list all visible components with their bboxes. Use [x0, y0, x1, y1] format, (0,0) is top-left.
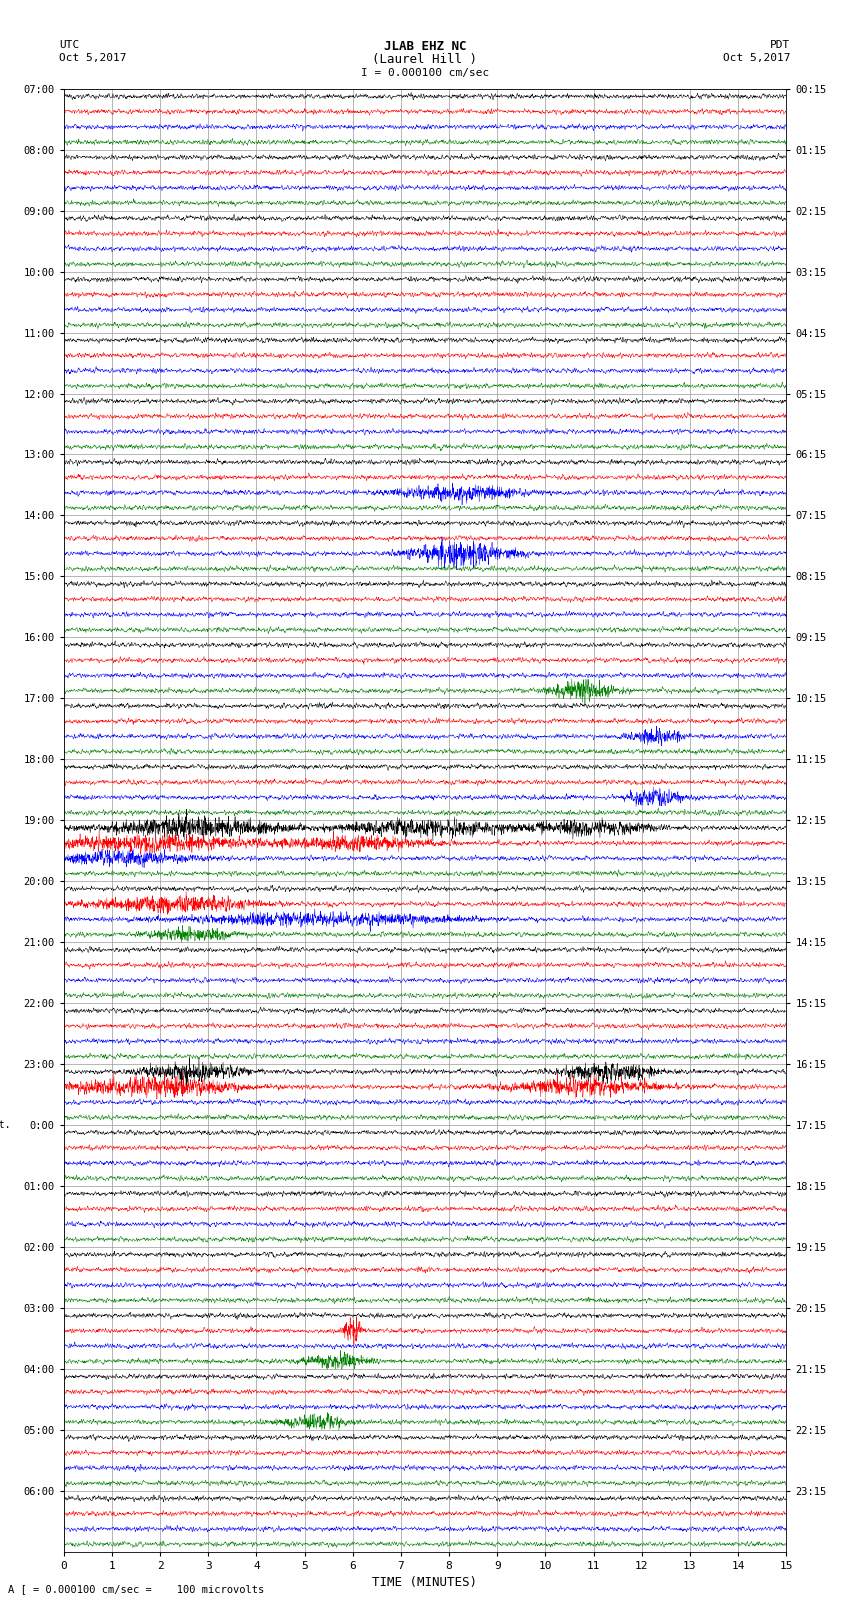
Text: Oct 5,2017: Oct 5,2017	[723, 53, 791, 63]
Text: I = 0.000100 cm/sec: I = 0.000100 cm/sec	[361, 68, 489, 77]
Text: Oct 5,2017: Oct 5,2017	[60, 53, 127, 63]
Text: PDT: PDT	[770, 40, 790, 50]
Text: JLAB EHZ NC: JLAB EHZ NC	[383, 40, 467, 53]
Text: A [ = 0.000100 cm/sec =    100 microvolts: A [ = 0.000100 cm/sec = 100 microvolts	[8, 1584, 264, 1594]
Text: (Laurel Hill ): (Laurel Hill )	[372, 53, 478, 66]
Text: Oct.: Oct.	[0, 1119, 11, 1131]
X-axis label: TIME (MINUTES): TIME (MINUTES)	[372, 1576, 478, 1589]
Text: UTC: UTC	[60, 40, 80, 50]
